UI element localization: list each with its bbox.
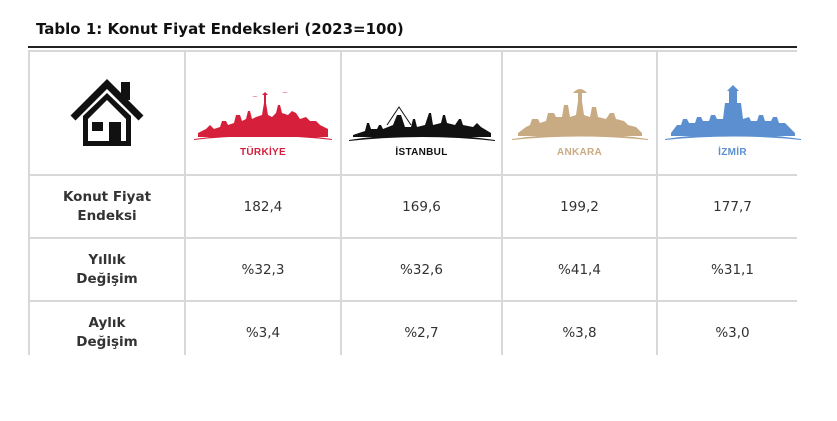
title-rule: [28, 46, 797, 48]
row-label-line1: Aylık: [88, 314, 126, 331]
value-yillik-izmir: %31,1: [658, 239, 807, 300]
value-yillik-istanbul: %32,6: [342, 239, 501, 300]
header-city-istanbul: İSTANBUL: [342, 52, 501, 174]
header-city-turkiye: TÜRKİYE: [186, 52, 340, 174]
row-label-line2: Değişim: [76, 333, 138, 350]
row-label-yillik-degisim: Yıllık Değişim: [30, 239, 184, 300]
table-title: Tablo 1: Konut Fiyat Endeksleri (2023=10…: [36, 20, 404, 38]
city-name-izmir: İZMİR: [718, 147, 747, 158]
row-label-aylik-degisim: Aylık Değişim: [30, 302, 184, 363]
header-city-izmir: İZMİR: [658, 52, 807, 174]
city-name-istanbul: İSTANBUL: [395, 147, 448, 158]
value-endeks-turkiye: 182,4: [186, 176, 340, 237]
value-endeks-istanbul: 169,6: [342, 176, 501, 237]
value-aylik-izmir: %3,0: [658, 302, 807, 363]
value-yillik-ankara: %41,4: [503, 239, 656, 300]
value-endeks-ankara: 199,2: [503, 176, 656, 237]
turkiye-skyline-icon: [194, 92, 332, 140]
city-name-turkiye: TÜRKİYE: [240, 147, 286, 158]
header-house-cell: [30, 52, 184, 174]
value-endeks-izmir: 177,7: [658, 176, 807, 237]
ankara-skyline-icon: [511, 89, 648, 140]
istanbul-skyline-icon: [348, 106, 495, 141]
row-label-line2: Değişim: [76, 270, 138, 287]
value-aylik-ankara: %3,8: [503, 302, 656, 363]
house-icon: [70, 79, 144, 146]
value-yillik-turkiye: %32,3: [186, 239, 340, 300]
header-city-ankara: ANKARA: [503, 52, 656, 174]
row-label-line1: Yıllık: [88, 251, 126, 268]
izmir-skyline-icon: [664, 85, 801, 140]
value-aylik-turkiye: %3,4: [186, 302, 340, 363]
city-name-ankara: ANKARA: [556, 147, 603, 158]
row-label-konut-fiyat-endeksi: Konut Fiyat Endeksi: [30, 176, 184, 237]
price-index-table: TÜRKİYE İSTANBUL ANKARA: [28, 50, 807, 363]
value-aylik-istanbul: %2,7: [342, 302, 501, 363]
row-label-line2: Endeksi: [77, 207, 137, 224]
row-label-line1: Konut Fiyat: [62, 188, 152, 205]
